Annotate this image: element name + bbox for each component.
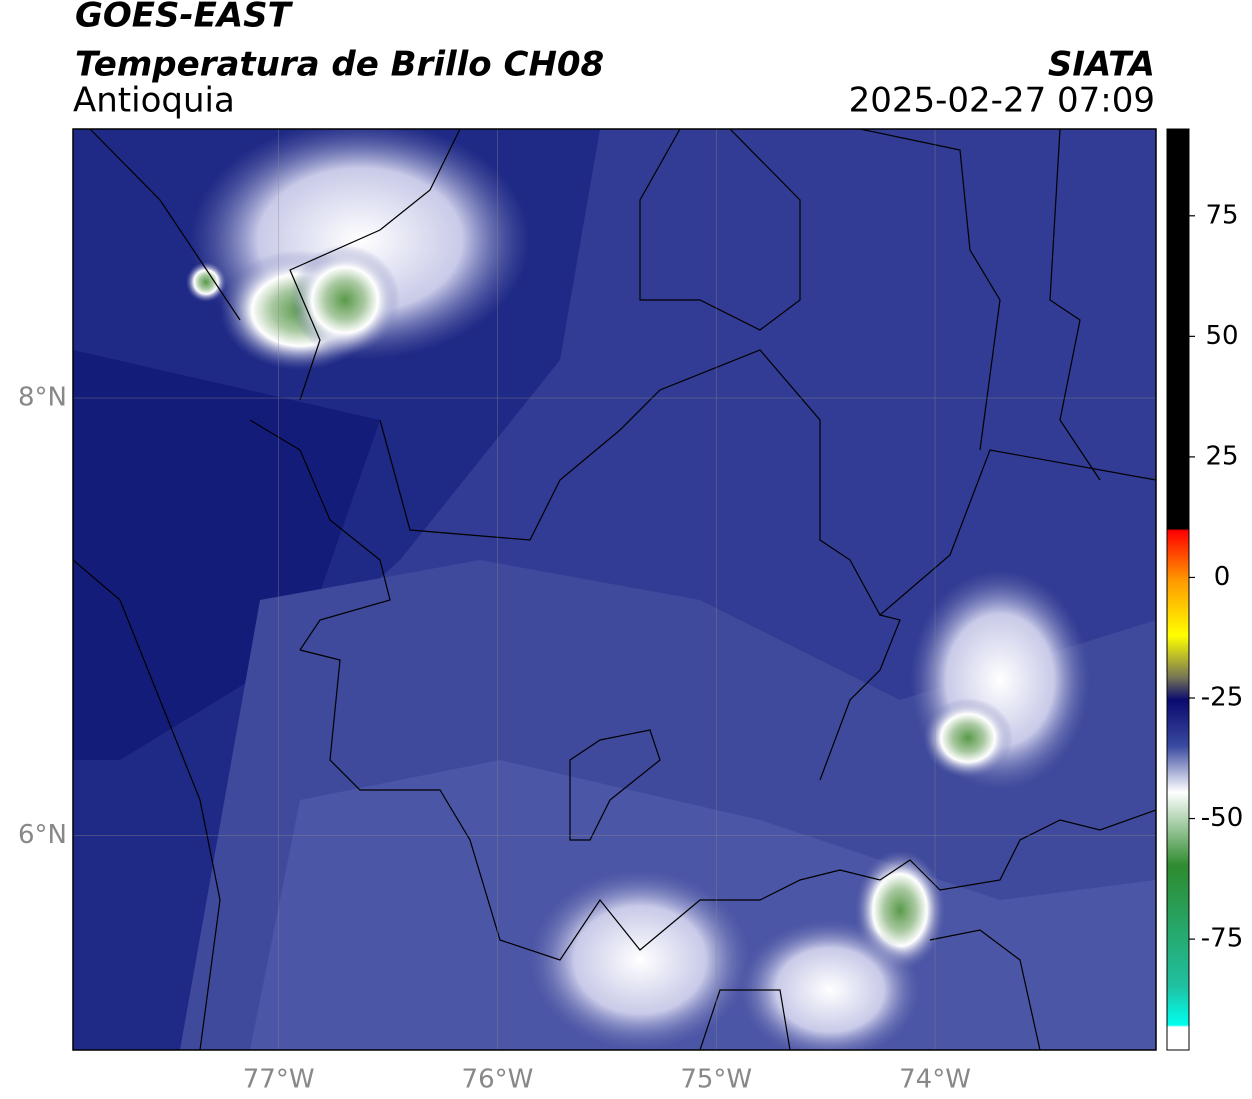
x-tick-label: 75°W xyxy=(680,1065,752,1095)
map-frame xyxy=(72,128,1157,1051)
colorbar-tick-label: -25 xyxy=(1201,682,1243,712)
subtitle: Temperatura de Brillo CH08 xyxy=(75,45,604,85)
colorbar-tick-label: 75 xyxy=(1205,200,1238,230)
colorbar-tick-label: 0 xyxy=(1214,562,1231,592)
map-image xyxy=(73,129,1156,1050)
x-tick-label: 76°W xyxy=(462,1065,534,1095)
region: Antioquia xyxy=(73,81,235,121)
y-tick-label: 6°N xyxy=(18,820,67,850)
source: SIATA xyxy=(1048,45,1155,85)
title: GOES-EAST xyxy=(75,0,294,36)
x-tick-label: 74°W xyxy=(899,1065,971,1095)
y-tick-label: 8°N xyxy=(18,383,67,413)
colorbar xyxy=(1166,128,1190,1051)
colorbar-tick-label: -75 xyxy=(1201,924,1243,954)
colorbar-tick-label: -50 xyxy=(1201,803,1243,833)
x-tick-label: 77°W xyxy=(243,1065,315,1095)
colorbar-tick-label: 50 xyxy=(1205,321,1238,351)
datetime: 2025-02-27 07:09 xyxy=(849,81,1155,121)
colorbar-tick-label: 25 xyxy=(1205,441,1238,471)
